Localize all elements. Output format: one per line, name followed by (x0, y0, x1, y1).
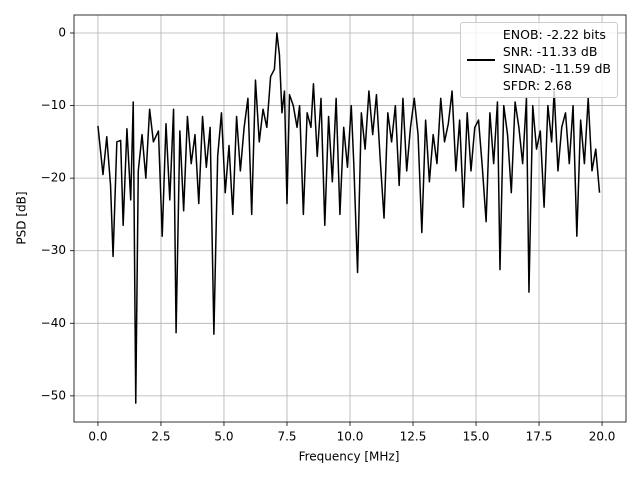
x-tick-label: 0.0 (88, 430, 107, 444)
y-tick-label: −50 (41, 388, 66, 402)
y-axis-label: PSD [dB] (15, 191, 29, 244)
y-tick-label: −30 (41, 243, 66, 257)
x-tick-label: 15.0 (463, 430, 490, 444)
x-tick-label: 12.5 (400, 430, 427, 444)
legend: ENOB: -2.22 bits SNR: -11.33 dB SINAD: -… (459, 22, 618, 98)
data-line (97, 32, 601, 404)
legend-entry: ENOB: -2.22 bits SNR: -11.33 dB SINAD: -… (502, 27, 611, 93)
legend-swatch (466, 59, 495, 61)
x-tick-label: 5.0 (214, 430, 233, 444)
y-tick-label: −20 (41, 171, 66, 185)
y-tick-label: −10 (41, 98, 66, 112)
x-tick-label: 2.5 (151, 430, 170, 444)
y-tick-label: −40 (41, 316, 66, 330)
x-tick-label: 10.0 (337, 430, 364, 444)
y-tick-label: 0 (58, 25, 66, 39)
x-tick-label: 20.0 (589, 430, 616, 444)
x-axis-label: Frequency [MHz] (299, 450, 400, 464)
plot-frame (73, 14, 627, 423)
x-tick-label: 7.5 (277, 430, 296, 444)
x-tick-label: 17.5 (526, 430, 553, 444)
